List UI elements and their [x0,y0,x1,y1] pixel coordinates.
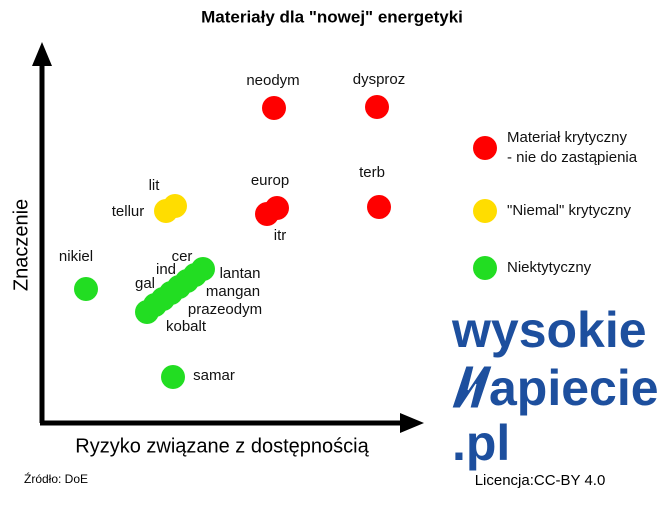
point-label: lit [149,177,161,194]
point [143,293,167,317]
point-label: mangan [206,283,260,300]
legend-label: Niektytyczny [507,259,592,276]
source: Źródło: DoE [24,471,88,486]
point [154,199,178,223]
point [74,277,98,301]
chart-title: Materiały dla "nowej" energetyki [201,7,463,26]
point [255,202,279,226]
point-label: neodym [246,72,299,89]
point-label: ind [156,261,176,278]
y-arrow [32,42,52,66]
point-label: prazeodym [188,301,262,318]
legend-label: Materiał krytyczny [507,129,628,146]
logo-line: apiecie [489,360,659,416]
point-label: cer [172,248,193,265]
x-arrow [400,413,424,433]
point-label: samar [193,367,235,384]
logo-line: wysokie [451,302,647,358]
license: Licencja:CC-BY 4.0 [475,472,606,489]
point-label: europ [251,172,289,189]
x-axis-label: Ryzyko związane z dostępnością [75,435,369,457]
legend-marker [473,199,497,223]
logo-line: .pl [452,415,510,471]
legend-label: "Niemal" krytyczny [507,202,631,219]
point-label: kobalt [166,318,207,335]
legend-marker [473,256,497,280]
point-label: dysproz [353,71,406,88]
point-label: gal [135,275,155,292]
point [367,195,391,219]
point-label: lantan [220,265,261,282]
legend-marker [473,136,497,160]
point-label: tellur [112,203,145,220]
logo-lightning [451,365,493,409]
legend-label: - nie do zastąpienia [507,149,638,166]
point-label: terb [359,164,385,181]
point [365,95,389,119]
point-label: nikiel [59,248,93,265]
point [161,365,185,389]
y-axis-label: Znaczenie [10,199,32,291]
point [262,96,286,120]
point-label: itr [274,227,287,244]
